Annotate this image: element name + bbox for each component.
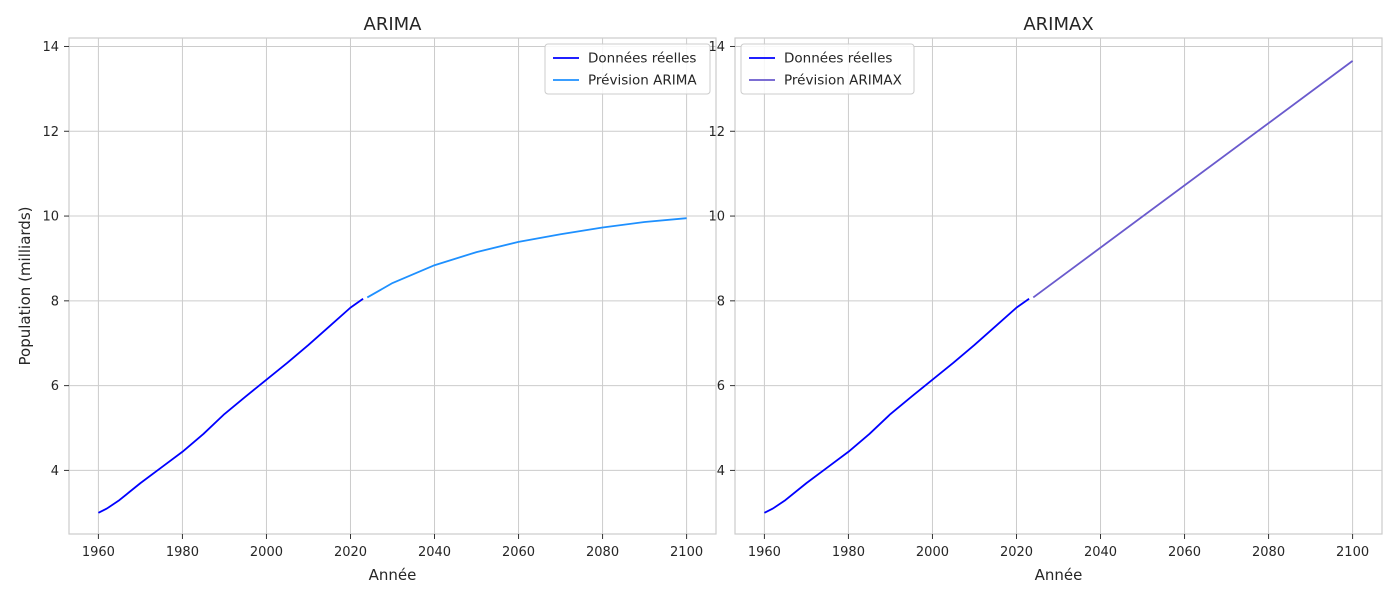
y-tick-label: 12 <box>708 125 725 140</box>
x-tick-label: 2080 <box>586 545 619 560</box>
x-tick-label: 1960 <box>748 545 781 560</box>
x-tick-label: 2020 <box>1000 545 1033 560</box>
x-tick-label: 2040 <box>418 545 451 560</box>
x-tick-label: 2000 <box>250 545 283 560</box>
arimax-panel: 1960 1980 2000 2020 2040 2060 2080 2100 4 6 8 10 12 1… <box>708 14 1383 584</box>
x-tick-label: 1980 <box>166 545 199 560</box>
y-tick-label: 10 <box>42 210 59 225</box>
x-tick-label: 2020 <box>334 545 367 560</box>
y-tick-label: 6 <box>51 379 59 394</box>
y-tick-label: 12 <box>42 125 59 140</box>
x-axis-label: Année <box>369 566 417 584</box>
arima-panel: 1960 1980 2000 2020 2040 2060 2080 2100 4 6 8 10 12 1… <box>16 14 717 584</box>
y-axis-label: Population (milliards) <box>16 207 34 366</box>
x-tick-label: 2000 <box>916 545 949 560</box>
legend: Données réelles Prévision ARIMAX <box>740 43 915 95</box>
x-tick-label: 2040 <box>1084 545 1117 560</box>
x-axis-label: Année <box>1035 566 1083 584</box>
series-line-actual <box>98 297 364 514</box>
y-tick-label: 14 <box>708 40 725 55</box>
series-line-actual <box>764 297 1030 514</box>
y-tick-label: 14 <box>42 40 59 55</box>
x-tick-label: 1980 <box>832 545 865 560</box>
x-tick-label: 2100 <box>1336 545 1369 560</box>
legend-frame <box>544 43 711 95</box>
y-tick-label: 6 <box>717 379 725 394</box>
x-tick-label: 2060 <box>502 545 535 560</box>
chart-title: ARIMAX <box>1023 14 1093 35</box>
plot-area-frame <box>68 37 717 535</box>
x-tick-label: 2080 <box>1252 545 1285 560</box>
series-line-forecast <box>366 217 687 299</box>
legend-entry-label: Données réelles <box>784 51 892 67</box>
chart-title: ARIMA <box>364 14 423 35</box>
y-tick-label: 8 <box>51 294 59 309</box>
legend-entry-label: Prévision ARIMA <box>588 73 697 89</box>
y-tick-label: 4 <box>51 464 59 479</box>
plot-area-frame <box>734 37 1383 535</box>
legend-entry-label: Prévision ARIMAX <box>784 73 902 89</box>
y-tick-label: 10 <box>708 210 725 225</box>
x-tick-label: 2100 <box>670 545 703 560</box>
y-tick-label: 8 <box>717 294 725 309</box>
legend-frame <box>740 43 915 95</box>
series-line-forecast <box>1032 60 1354 299</box>
legend: Données réelles Prévision ARIMA <box>544 43 711 95</box>
legend-entry-label: Données réelles <box>588 51 696 67</box>
y-tick-label: 4 <box>717 464 725 479</box>
x-tick-label: 1960 <box>82 545 115 560</box>
x-tick-label: 2060 <box>1168 545 1201 560</box>
